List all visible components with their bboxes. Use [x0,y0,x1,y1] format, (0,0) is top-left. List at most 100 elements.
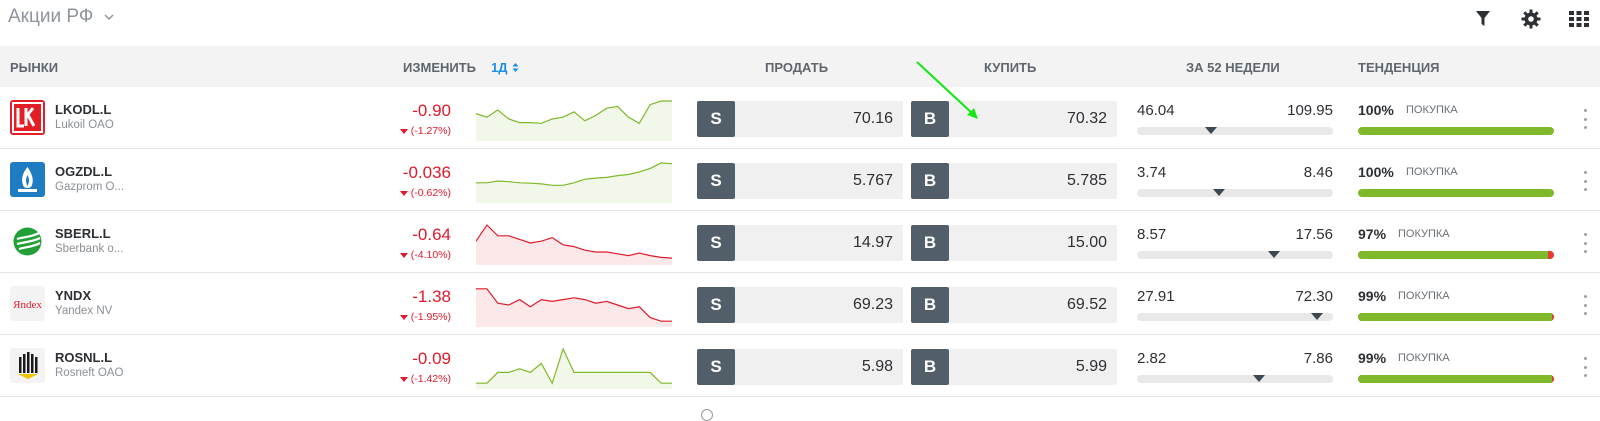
sell-price-dec: 767 [866,172,893,189]
col-trend[interactable]: ТЕНДЕНЦИЯ [1358,60,1440,75]
buy-button[interactable]: B 15.00 [911,225,1117,261]
change-value: -0.90 [412,101,451,120]
more-options-icon[interactable] [1580,357,1590,377]
buy-button[interactable]: B 69.52 [911,287,1117,323]
sell-price-dec: 16 [875,110,893,127]
trend-percent: 97% [1358,226,1387,242]
buy-tag: B [911,163,949,199]
lukoil-logo [10,100,45,135]
buy-button[interactable]: B 5.785 [911,163,1117,199]
trend-bar [1358,375,1554,383]
sell-button[interactable]: S 14.97 [697,225,903,261]
week52-track [1137,375,1333,383]
loading-indicator-icon [701,409,713,421]
sell-price: 5.767 [735,172,903,190]
week52-track [1137,127,1333,135]
sell-price: 5.98 [735,358,903,376]
trend-percent: 100% [1358,102,1394,118]
table-row[interactable]: LKODL.L Lukoil OAO -0.90 (-1.27%) S 70.16 B 70.… [0,87,1600,149]
market-symbol[interactable]: YNDX [55,288,92,303]
table-row[interactable]: Яndex YNDX Yandex NV -1.38 (-1.95%) S 69.23 B 69… [0,273,1600,335]
week52-low: 27.91 [1137,288,1175,305]
change-percent-text: (-1.42%) [410,373,451,385]
sell-price-dec: 23 [875,296,893,313]
buy-price-dec: 00 [1089,234,1107,251]
change-value: -0.64 [412,225,451,244]
sell-button[interactable]: S 69.23 [697,287,903,323]
down-triangle-icon [399,128,408,134]
period-selector[interactable]: 1Д [491,60,519,75]
week52-marker [1252,375,1265,382]
buy-price: 15.00 [949,234,1117,252]
trend-label: ПОКУПКА [1398,290,1450,302]
sparkline-line [476,100,672,125]
buy-button[interactable]: B 5.99 [911,349,1117,385]
buy-price-dec: 52 [1089,296,1107,313]
sell-price-dec: 98 [875,358,893,375]
sparkline-line [476,162,672,186]
sparkline-chart [476,347,672,389]
col-buy[interactable]: КУПИТЬ [984,60,1037,75]
table-row[interactable]: OGZDL.L Gazprom O... -0.036 (-0.62%) S 5.767 B… [0,149,1600,211]
trend-bar [1358,127,1554,135]
buy-price-int: 5. [1075,358,1090,375]
sell-tag: S [697,287,735,323]
market-symbol[interactable]: ROSNL.L [55,350,113,365]
sell-price-int: 70. [852,110,876,127]
buy-tag: B [911,349,949,385]
col-change[interactable]: ИЗМЕНИТЬ [403,60,477,75]
market-name: Sberbank o... [55,243,124,255]
week52-high: 109.95 [1287,102,1333,119]
filter-icon[interactable] [1472,8,1494,30]
table-row[interactable]: SBERL.L Sberbank o... -0.64 (-4.10%) S 14.97 B… [0,211,1600,273]
chevron-down-icon [103,11,115,23]
trend-bar [1358,313,1554,321]
trend-bar-fill [1358,313,1553,321]
sparkline-line [476,347,672,385]
trend-percent: 99% [1358,350,1387,366]
more-options-icon[interactable] [1580,171,1590,191]
trend-bar-fill [1358,189,1554,197]
week52-high: 7.86 [1303,350,1333,367]
sell-button[interactable]: S 5.767 [697,163,903,199]
buy-button[interactable]: B 70.32 [911,101,1117,137]
col-52-weeks[interactable]: ЗА 52 НЕДЕЛИ [1186,60,1280,75]
change-percent: (-1.42%) [340,373,451,385]
sparkline-area [476,225,672,265]
sort-icon [512,63,518,72]
sell-button[interactable]: S 5.98 [697,349,903,385]
sell-tag: S [697,349,735,385]
market-name: Gazprom O... [55,181,125,193]
sell-tag: S [697,163,735,199]
market-symbol[interactable]: SBERL.L [55,226,111,241]
gear-icon[interactable] [1520,8,1542,30]
week52-track [1137,251,1333,259]
change-percent-text: (-4.10%) [410,249,451,261]
week52-low: 8.57 [1137,226,1167,243]
week52-track [1137,313,1333,321]
sell-tag: S [697,101,735,137]
table-row[interactable]: ROSNL.L Rosneft OAO -0.09 (-1.42%) S 5.98 B 5.9… [0,335,1600,397]
week52-marker [1311,313,1324,320]
change-percent-text: (-1.27%) [410,125,451,137]
watchlist-selector[interactable]: Акции РФ [8,6,115,28]
more-options-icon[interactable] [1580,233,1590,253]
change-percent-text: (-0.62%) [410,187,451,199]
buy-price: 69.52 [949,296,1117,314]
more-options-icon[interactable] [1580,295,1590,315]
buy-tag: B [911,225,949,261]
buy-price-int: 69. [1066,296,1090,313]
sparkline-area [476,101,672,141]
grid-icon[interactable] [1568,8,1590,30]
market-symbol[interactable]: LKODL.L [55,102,112,117]
col-markets[interactable]: РЫНКИ [10,60,59,75]
trend-percent: 99% [1358,288,1387,304]
more-options-icon[interactable] [1580,109,1590,129]
col-sell[interactable]: ПРОДАТЬ [765,60,829,75]
sell-button[interactable]: S 70.16 [697,101,903,137]
market-symbol[interactable]: OGZDL.L [55,164,113,179]
sell-price: 69.23 [735,296,903,314]
sparkline-chart [476,100,672,141]
trend-bar [1358,189,1554,197]
sell-price: 70.16 [735,110,903,128]
